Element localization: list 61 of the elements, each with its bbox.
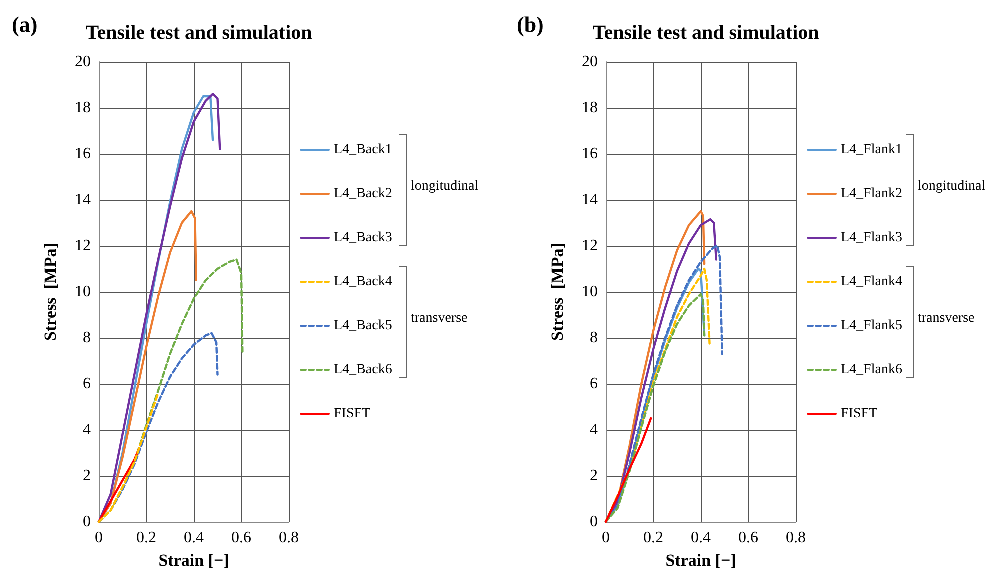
y-tick-label: 2	[590, 468, 598, 484]
line-series	[98, 447, 140, 524]
text: transverse	[918, 311, 975, 327]
x-tick-label: 0.2	[136, 530, 156, 546]
y-axis-title: Stress [MPa]	[548, 243, 567, 341]
legend-label: L4_Back5	[334, 318, 392, 334]
x-tick-label: 0.2	[644, 530, 664, 546]
y-axis-title: Stress [MPa]	[41, 243, 60, 341]
y-tick-label: 6	[590, 376, 598, 392]
legend-label: L4_Flank4	[841, 274, 902, 290]
y-tick-label: 14	[75, 192, 91, 208]
y-tick-label: 10	[582, 284, 598, 300]
legend-label: L4_Flank3	[841, 230, 902, 246]
x-axis-title: Strain [−]	[158, 551, 230, 570]
legend-label: L4_Back1	[334, 142, 392, 158]
text: longitudinal	[411, 179, 479, 195]
x-tick-label: 0	[95, 530, 103, 546]
line-series	[604, 417, 652, 524]
y-tick-label: 20	[75, 54, 91, 70]
line-series	[98, 392, 160, 524]
y-tick-label: 8	[590, 330, 598, 346]
y-tick-label: 12	[582, 238, 598, 254]
y-tick-label: 20	[582, 54, 598, 70]
x-tick-label: 0.8	[279, 530, 299, 546]
chart-title: Tensile test and simulation	[86, 22, 312, 44]
y-tick-label: 6	[83, 376, 91, 392]
x-tick-label: 0.6	[738, 530, 758, 546]
y-tick-label: 16	[75, 146, 91, 162]
legend-label: FISFT	[841, 406, 878, 422]
legend-label: L4_Back3	[334, 230, 392, 246]
legend-label: L4_Flank1	[841, 142, 902, 158]
text: (a)	[12, 12, 38, 38]
text: transverse	[411, 311, 468, 327]
chart-title: Tensile test and simulation	[592, 22, 820, 44]
legend-label: L4_Back4	[334, 274, 392, 290]
legend-label: L4_Back6	[334, 362, 392, 378]
x-tick-label: 0.4	[691, 530, 711, 546]
y-tick-label: 12	[75, 238, 91, 254]
y-tick-label: 10	[75, 284, 91, 300]
y-tick-label: 0	[83, 514, 91, 530]
x-tick-label: 0.4	[184, 530, 204, 546]
y-tick-label: 8	[83, 330, 91, 346]
y-tick-label: 0	[590, 514, 598, 530]
y-tick-label: 2	[83, 468, 91, 484]
y-tick-label: 18	[75, 100, 91, 116]
legend-label: FISFT	[334, 406, 372, 422]
y-tick-label: 4	[83, 422, 91, 438]
legend-label: L4_Back2	[334, 186, 392, 202]
legend-label: L4_Flank2	[841, 186, 902, 202]
y-tick-label: 14	[582, 192, 598, 208]
y-tick-label: 4	[590, 422, 598, 438]
legend-label: L4_Flank6	[841, 362, 902, 378]
legend-label: L4_Flank5	[841, 318, 902, 334]
text: (b)	[517, 12, 544, 38]
text: longitudinal	[918, 179, 986, 195]
y-tick-label: 18	[582, 100, 598, 116]
y-tick-label: 16	[582, 146, 598, 162]
x-tick-label: 0	[602, 530, 610, 546]
x-tick-label: 0.6	[232, 530, 252, 546]
x-axis-title: Strain [−]	[666, 551, 736, 570]
x-tick-label: 0.8	[786, 530, 806, 546]
